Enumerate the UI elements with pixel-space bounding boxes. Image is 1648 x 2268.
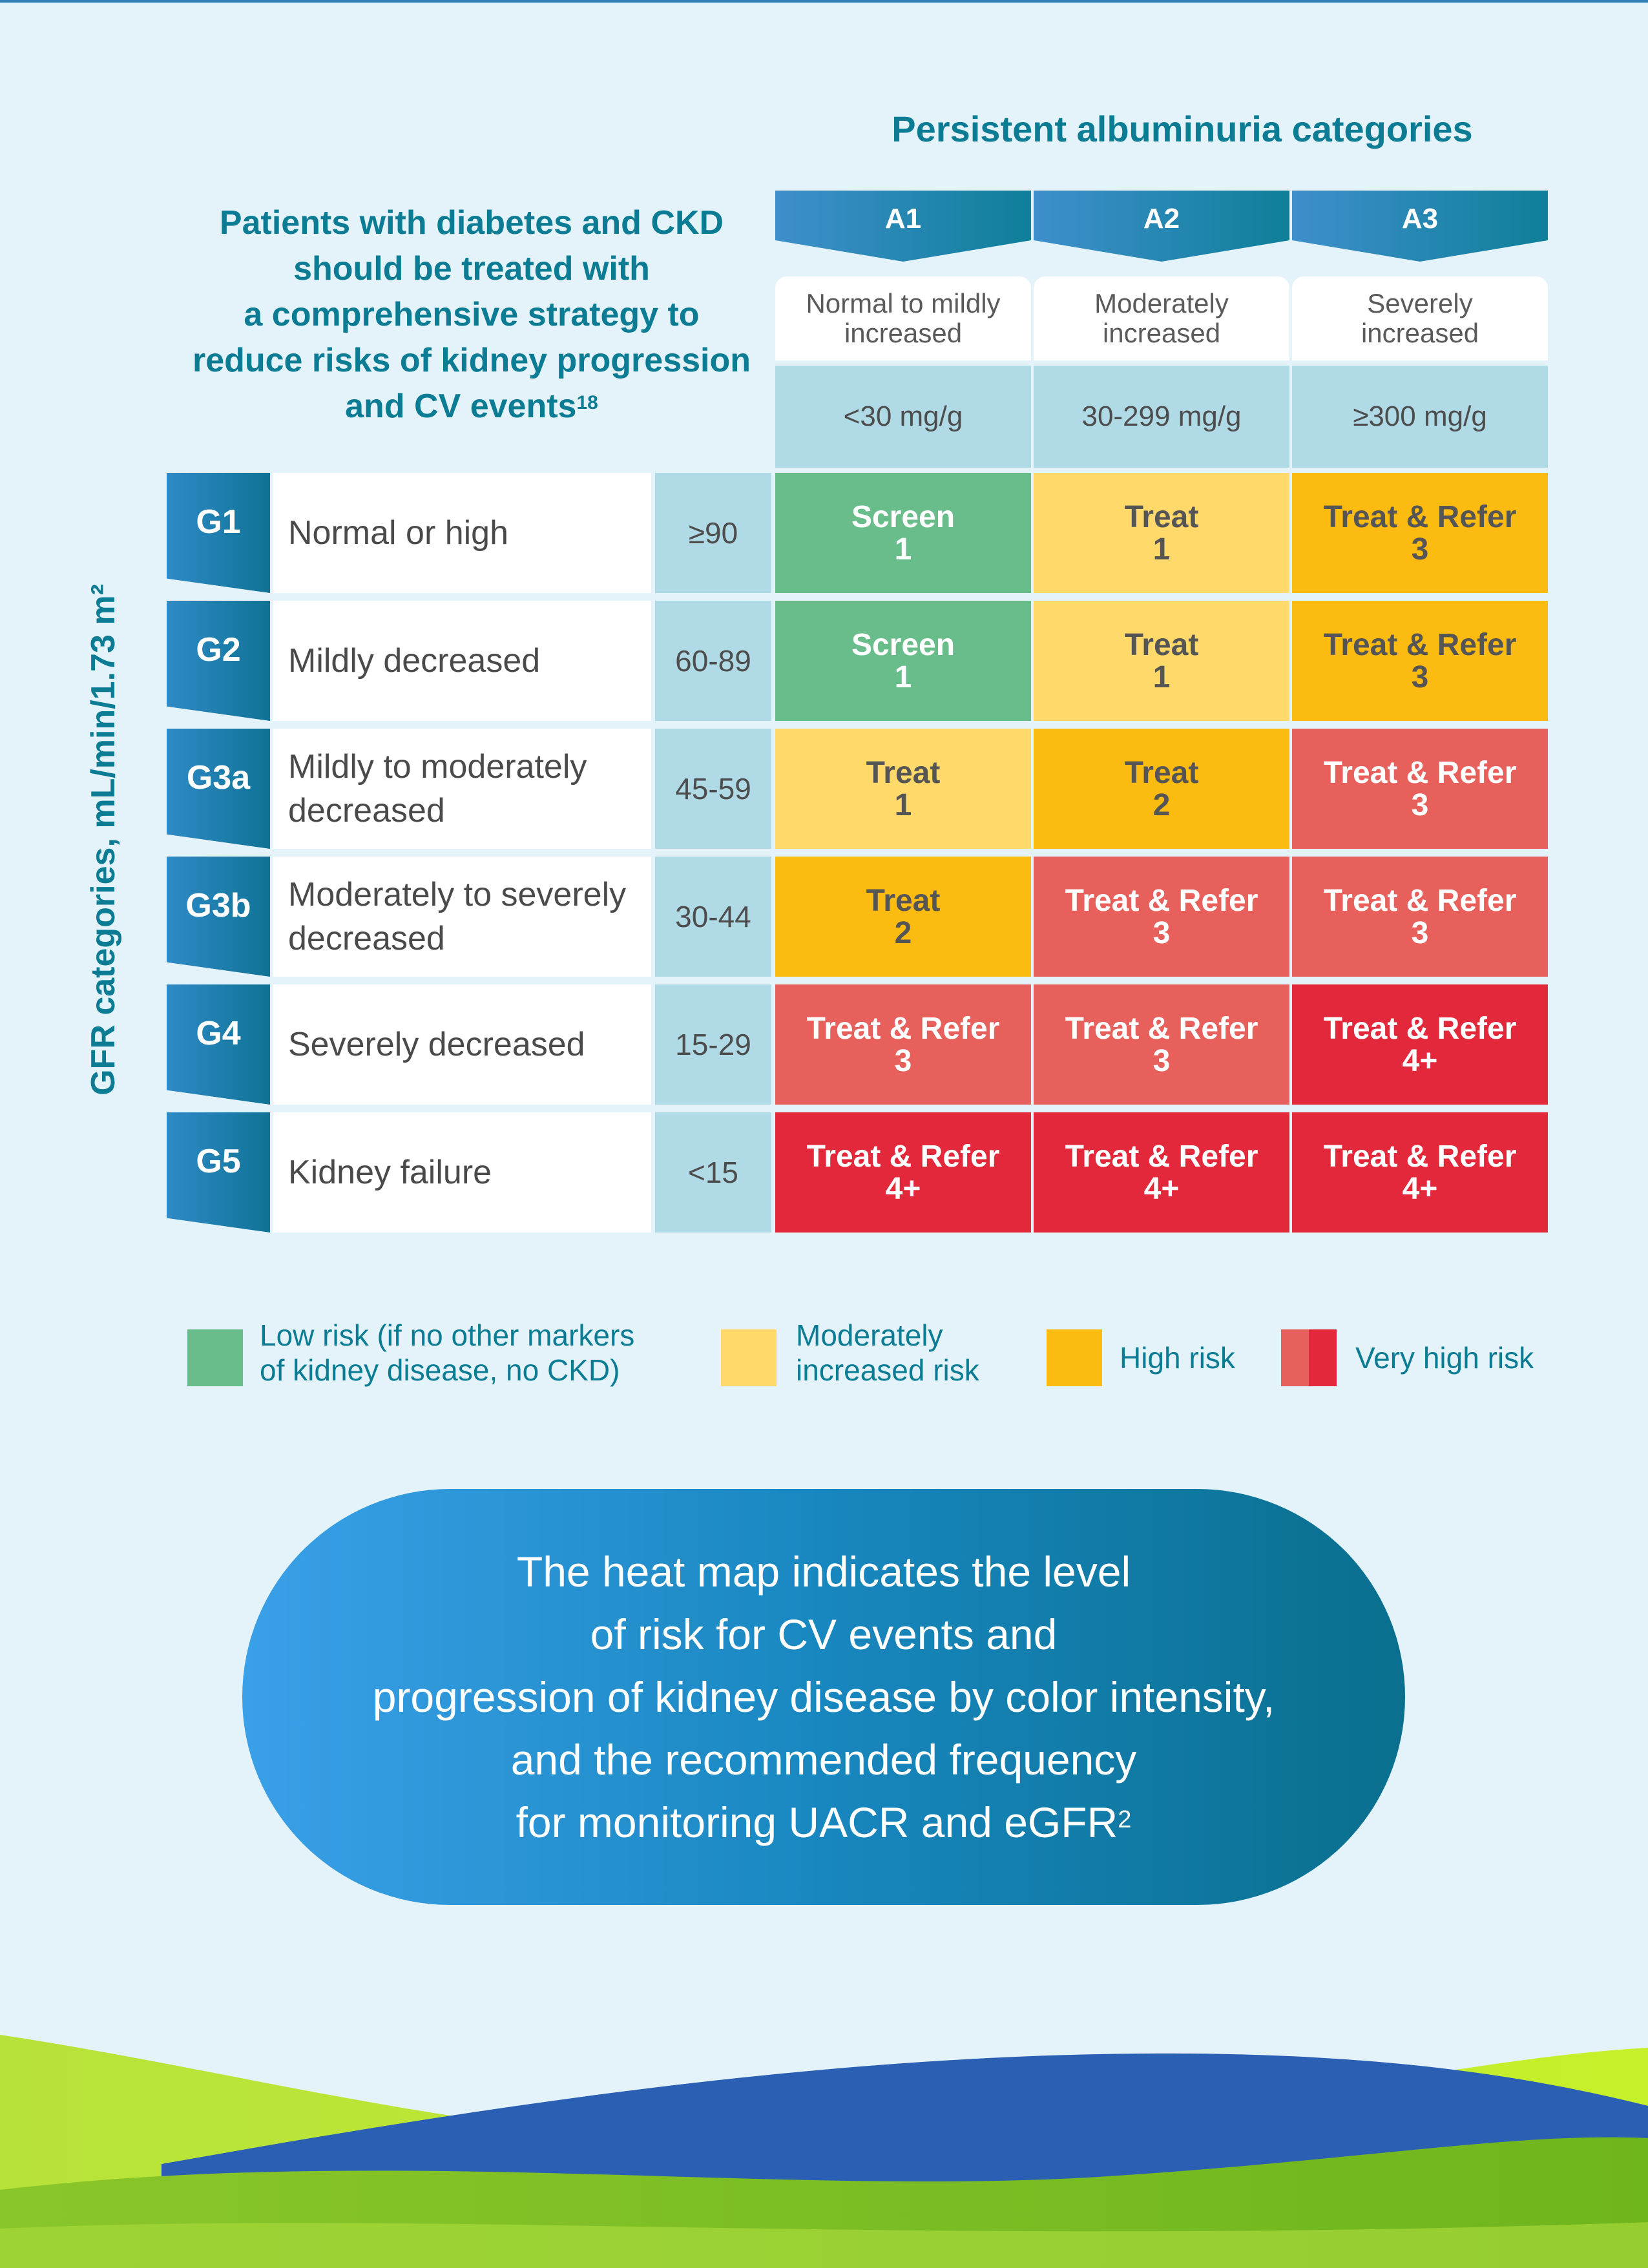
intro-line: a comprehensive strategy to xyxy=(244,296,700,333)
callout-line: progression of kidney disease by color i… xyxy=(372,1672,1275,1721)
callout-line: of risk for CV events and xyxy=(590,1610,1058,1658)
row-description-g4: Severely decreased xyxy=(273,984,651,1105)
heatmap-cell-g3a-a1: Treat 1 xyxy=(775,729,1031,849)
row-code-g3a: G3a xyxy=(167,729,270,849)
heatmap-cell-g5-a3: Treat & Refer 4+ xyxy=(1292,1112,1548,1233)
row-code-g4: G4 xyxy=(167,984,270,1105)
gfr-axis-label: GFR categories, mL/min/1.73 m² xyxy=(85,584,122,1096)
row-description-g5: Kidney failure xyxy=(273,1112,651,1233)
intro-statement: Patients with diabetes and CKD should be… xyxy=(129,200,814,430)
albuminuria-categories-title: Persistent albuminuria categories xyxy=(892,109,1473,149)
callout-line: and the recommended frequency xyxy=(510,1735,1137,1784)
row-range-g2: 60-89 xyxy=(655,601,771,721)
row-description-g3b: Moderately to severely decreased xyxy=(273,857,651,977)
wave-light xyxy=(0,2222,1648,2268)
column-desc-line: Moderately xyxy=(1094,288,1229,318)
column-description-a3: Severely increased xyxy=(1292,276,1548,360)
row-code-g5: G5 xyxy=(167,1112,270,1233)
heatmap-cell-g5-a2: Treat & Refer 4+ xyxy=(1034,1112,1289,1233)
row-desc-line: Mildly decreased xyxy=(288,642,541,680)
legend-label-low-risk: Low risk (if no other markers of kidney d… xyxy=(260,1318,635,1387)
row-description-g3a: Mildly to moderately decreased xyxy=(273,729,651,849)
legend-swatch-high-risk xyxy=(1047,1329,1102,1386)
row-description-g2: Mildly decreased xyxy=(273,601,651,721)
callout-reference: 2 xyxy=(1118,1805,1132,1833)
heatmap-cell-g3b-a2: Treat & Refer 3 xyxy=(1034,857,1289,977)
heatmap-cell-g3a-a3: Treat & Refer 3 xyxy=(1292,729,1548,849)
row-range-g3a: 45-59 xyxy=(655,729,771,849)
heatmap-cell-g2-a2: Treat 1 xyxy=(1034,601,1289,721)
decorative-waves xyxy=(0,2035,1648,2268)
top-border-line xyxy=(0,0,1648,3)
row-code-g2: G2 xyxy=(167,601,270,721)
heatmap-explanation-callout: The heat map indicates the level of risk… xyxy=(242,1489,1405,1905)
column-desc-line: increased xyxy=(1102,318,1221,348)
row-range-g3b: 30-44 xyxy=(655,857,771,977)
intro-line: and CV events xyxy=(345,388,577,425)
row-desc-line: Moderately to severely xyxy=(288,876,627,913)
legend-label-high-risk: High risk xyxy=(1120,1341,1235,1375)
heatmap-cell-g3b-a3: Treat & Refer 3 xyxy=(1292,857,1548,977)
row-range-g1: ≥90 xyxy=(655,473,771,593)
legend-label-moderate-risk: Moderately increased risk xyxy=(796,1318,979,1387)
row-range-g5: <15 xyxy=(655,1112,771,1233)
row-range-g4: 15-29 xyxy=(655,984,771,1105)
heatmap-cell-g2-a3: Treat & Refer 3 xyxy=(1292,601,1548,721)
intro-line: should be treated with xyxy=(293,250,650,287)
legend-swatch-very-high-risk xyxy=(1281,1329,1337,1386)
row-desc-line: decreased xyxy=(288,792,445,829)
row-desc-line: decreased xyxy=(288,920,445,957)
row-desc-line: Severely decreased xyxy=(288,1026,585,1063)
column-description-a1: Normal to mildly increased xyxy=(775,276,1031,360)
column-desc-line: increased xyxy=(1361,318,1479,348)
intro-line: Patients with diabetes and CKD xyxy=(219,204,724,242)
column-range-a1: <30 mg/g xyxy=(775,366,1031,468)
row-description-g1: Normal or high xyxy=(273,473,651,593)
callout-line: The heat map indicates the level xyxy=(516,1547,1131,1596)
legend-swatch-moderate-risk xyxy=(721,1329,777,1386)
heatmap-cell-g1-a2: Treat 1 xyxy=(1034,473,1289,593)
heatmap-cell-g4-a2: Treat & Refer 3 xyxy=(1034,984,1289,1105)
heatmap-cell-g5-a1: Treat & Refer 4+ xyxy=(775,1112,1031,1233)
column-description-a2: Moderately increased xyxy=(1034,276,1289,360)
row-desc-line: Normal or high xyxy=(288,514,509,552)
heatmap-cell-g4-a1: Treat & Refer 3 xyxy=(775,984,1031,1105)
intro-line: reduce risks of kidney progression xyxy=(192,342,751,379)
heatmap-cell-g1-a3: Treat & Refer 3 xyxy=(1292,473,1548,593)
column-header-a2: A2 xyxy=(1034,191,1289,262)
row-code-g3b: G3b xyxy=(167,857,270,977)
row-desc-line: Mildly to moderately xyxy=(288,748,587,785)
heatmap-cell-g1-a1: Screen 1 xyxy=(775,473,1031,593)
column-range-a2: 30-299 mg/g xyxy=(1034,366,1289,468)
intro-reference: 18 xyxy=(576,392,598,413)
heatmap-cell-g3a-a2: Treat 2 xyxy=(1034,729,1289,849)
column-desc-line: Severely xyxy=(1367,288,1473,318)
heatmap-cell-g3b-a1: Treat 2 xyxy=(775,857,1031,977)
callout-line: for monitoring UACR and eGFR xyxy=(516,1798,1118,1846)
heatmap-cell-g2-a1: Screen 1 xyxy=(775,601,1031,721)
column-range-a3: ≥300 mg/g xyxy=(1292,366,1548,468)
row-code-g1: G1 xyxy=(167,473,270,593)
column-header-a3: A3 xyxy=(1292,191,1548,262)
row-desc-line: Kidney failure xyxy=(288,1154,492,1191)
column-desc-line: Normal to mildly xyxy=(806,288,1001,318)
heatmap-cell-g4-a3: Treat & Refer 4+ xyxy=(1292,984,1548,1105)
column-desc-line: increased xyxy=(844,318,963,348)
legend-swatch-low-risk xyxy=(187,1329,243,1386)
legend-label-very-high-risk: Very high risk xyxy=(1355,1341,1534,1375)
